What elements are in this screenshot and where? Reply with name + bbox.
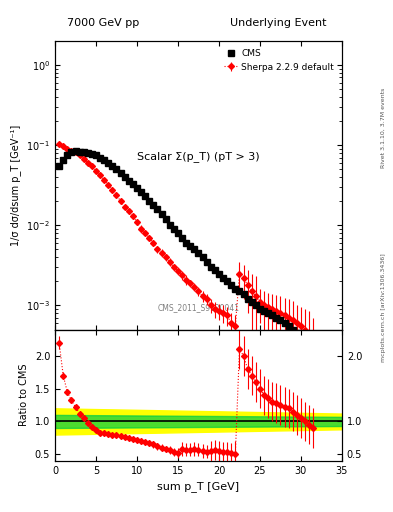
Text: Underlying Event: Underlying Event	[230, 18, 326, 28]
Text: CMS_2011_S9120041: CMS_2011_S9120041	[158, 303, 239, 312]
CMS	[237, 288, 242, 294]
Y-axis label: Ratio to CMS: Ratio to CMS	[19, 364, 29, 426]
CMS	[57, 163, 61, 169]
CMS	[130, 181, 135, 187]
Text: 7000 GeV pp: 7000 GeV pp	[67, 18, 139, 28]
Legend: CMS, Sherpa 2.2.9 default: CMS, Sherpa 2.2.9 default	[220, 46, 338, 75]
CMS	[73, 148, 78, 154]
Text: Scalar Σ(p_T) (pT > 3): Scalar Σ(p_T) (pT > 3)	[137, 151, 260, 162]
X-axis label: sum p_T [GeV]: sum p_T [GeV]	[158, 481, 239, 492]
CMS	[180, 234, 184, 241]
CMS	[307, 339, 312, 345]
Text: mcplots.cern.ch [arXiv:1306.3436]: mcplots.cern.ch [arXiv:1306.3436]	[381, 253, 386, 361]
CMS	[311, 344, 316, 350]
Text: Rivet 3.1.10, 3.7M events: Rivet 3.1.10, 3.7M events	[381, 88, 386, 168]
Y-axis label: 1/σ dσ/dsum p_T [GeV⁻¹]: 1/σ dσ/dsum p_T [GeV⁻¹]	[10, 124, 20, 246]
CMS	[188, 243, 193, 249]
CMS	[139, 189, 143, 195]
Line: CMS: CMS	[56, 148, 316, 350]
